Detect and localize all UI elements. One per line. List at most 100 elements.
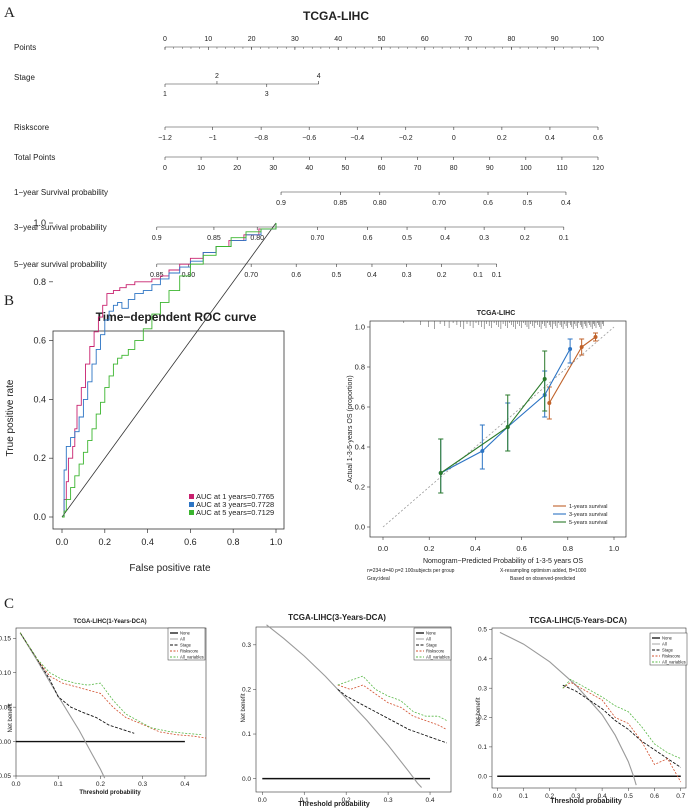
calibration-footnote-4: Based on observed-predicted — [510, 576, 576, 582]
calibration-legend-label-2: 3-years survival — [569, 512, 608, 518]
roc-y-tick-label: 1.0 — [33, 218, 46, 228]
calibration-y-tick-label: 1.0 — [355, 323, 365, 332]
nomogram-row-2-tick-label: −0.8 — [254, 135, 268, 142]
dca2-x-tick-label: 0.4 — [426, 797, 435, 804]
nomogram-row-2-tick-label: 0.2 — [497, 135, 507, 142]
dca1-legend-label: None — [180, 631, 191, 636]
roc-y-tick-label: 0.6 — [33, 336, 46, 346]
dca3-legend-label: All_variables — [662, 660, 686, 665]
nomogram-row-2-tick-label: 0 — [452, 135, 456, 142]
dca2-legend-label: None — [426, 631, 437, 636]
roc-ylabel: True positive rate — [5, 379, 16, 456]
dca1-series-riskscore — [19, 632, 207, 739]
nomogram-row-6-tick-label: 0.85 — [150, 272, 164, 279]
dca1-legend-label: All — [180, 637, 185, 642]
roc-x-tick-label: 1.0 — [270, 537, 283, 547]
dca3-legend-label: None — [662, 636, 673, 641]
roc-x-tick-label: 0.4 — [141, 537, 154, 547]
calibration-x-tick-label: 0.8 — [563, 544, 573, 553]
calibration-y-tick-label: 0.4 — [355, 443, 365, 452]
nomogram-row-1-level-label: 3 — [265, 91, 269, 98]
nomogram-row-6-tick-label: 0.5 — [332, 272, 342, 279]
dca3-y-tick-label: 0.5 — [478, 627, 487, 634]
calibration-ylabel: Actual 1-3-5-years OS (proportion) — [347, 375, 354, 482]
dca2-x-tick-label: 0.3 — [384, 797, 393, 804]
nomogram-row-2-tick-label: −0.4 — [350, 135, 364, 142]
dca1-legend-label: Stage — [180, 643, 192, 648]
roc-legend-swatch-1 — [189, 494, 194, 499]
roc-x-tick-label: 0.0 — [56, 537, 69, 547]
nomogram-row-5-tick-label: 0.2 — [520, 235, 530, 242]
nomogram-row-4-tick-label: 0.9 — [276, 200, 286, 207]
dca1-title: TCGA-LIHC(1-Years-DCA) — [73, 619, 146, 625]
calibration-x-tick-label: 0.2 — [424, 544, 434, 553]
dca1-x-tick-label: 0.4 — [180, 781, 189, 788]
nomogram-row-3-tick-label: 100 — [520, 165, 532, 172]
nomogram-title: TCGA-LIHC — [303, 9, 369, 23]
calibration-series-line-1 — [548, 336, 596, 404]
dca3-y-tick-label: 0.3 — [478, 685, 487, 692]
nomogram-row-3-tick-label: 10 — [197, 165, 205, 172]
nomogram-row-3-tick-label: 80 — [450, 165, 458, 172]
nomogram-row-2-tick-label: −1 — [209, 135, 217, 142]
nomogram-row-4-tick-label: 0.85 — [334, 200, 348, 207]
dca2-y-tick-label: 0.3 — [242, 642, 251, 649]
calibration-title: TCGA-LIHC — [477, 310, 516, 317]
dca2-series-all-variables — [337, 675, 447, 721]
nomogram-row-0-tick-label: 60 — [421, 36, 429, 43]
calibration-x-tick-label: 0.4 — [470, 544, 480, 553]
roc-series-line-2 — [62, 223, 277, 518]
roc-series-line-3 — [62, 223, 277, 518]
dca3-y-tick-label: 0.1 — [478, 744, 487, 751]
dca2-y-tick-label: 0.0 — [242, 776, 251, 783]
dca2-series-stage — [337, 689, 447, 744]
dca-panel: TCGA-LIHC(1-Years-DCA) Threshold probabi… — [0, 613, 688, 808]
calibration-footnote-2: X-resampling optimism added, B=1000 — [500, 568, 587, 574]
dca1-y-tick-label: 0.05 — [0, 704, 11, 711]
nomogram-row-2-label: Riskscore — [14, 123, 50, 132]
dca2-series-all — [266, 624, 423, 788]
roc-legend-label-2: AUC at 3 years=0.7728 — [196, 500, 274, 509]
nomogram-row-6-tick-label: 0.3 — [402, 272, 412, 279]
nomogram-row-6-tick-label: 0.6 — [291, 272, 301, 279]
nomogram-row-3-tick-label: 120 — [592, 165, 604, 172]
dca2-title: TCGA-LIHC(3-Years-DCA) — [288, 613, 386, 622]
nomogram-row-6-tick-label: 0.70 — [244, 272, 258, 279]
nomogram-row-5-tick-label: 0.9 — [152, 235, 162, 242]
roc-legend-swatch-2 — [189, 502, 194, 507]
calibration-point — [579, 345, 584, 349]
calibration-panel: TCGA-LIHC Nomogram−Predicted Probability… — [347, 310, 627, 582]
dca3-x-tick-label: 0.6 — [650, 793, 659, 800]
nomogram-row-0-tick-label: 40 — [334, 36, 342, 43]
dca2-x-tick-label: 0.0 — [258, 797, 267, 804]
nomogram-row-5-tick-label: 0.3 — [479, 235, 489, 242]
nomogram-row-4-tick-label: 0.6 — [483, 200, 493, 207]
dca3-x-tick-label: 0.2 — [545, 793, 554, 800]
dca1-x-tick-label: 0.2 — [96, 781, 105, 788]
roc-x-tick-label: 0.6 — [184, 537, 197, 547]
nomogram-row-2-tick-label: 0.4 — [545, 135, 555, 142]
nomogram-row-3-tick-label: 20 — [233, 165, 241, 172]
dca3-x-tick-label: 0.7 — [676, 793, 685, 800]
nomogram-row-5-label: 3−year survival probability — [14, 223, 107, 232]
dca2-x-tick-label: 0.1 — [300, 797, 309, 804]
calibration-point — [438, 471, 443, 475]
dca1-legend-label: Riskscore — [180, 649, 199, 654]
nomogram-row-0-tick-label: 10 — [204, 36, 212, 43]
calibration-xlabel: Nomogram−Predicted Probability of 1-3-5 … — [423, 558, 583, 565]
nomogram-row-6-tick-label: 0.4 — [367, 272, 377, 279]
panel-letter-c: C — [4, 596, 14, 612]
dca3-x-tick-label: 0.4 — [598, 793, 607, 800]
dca3-x-tick-label: 0.3 — [571, 793, 580, 800]
nomogram-row-5-tick-label: 0.85 — [207, 235, 221, 242]
calibration-point — [568, 347, 573, 351]
nomogram-row-0-tick-label: 30 — [291, 36, 299, 43]
dca1-ylabel: Net benefit — [8, 703, 14, 732]
nomogram-row-2-tick-label: −0.2 — [399, 135, 413, 142]
dca2-x-tick-label: 0.2 — [342, 797, 351, 804]
dca1-y-tick-label: 0.00 — [0, 739, 11, 746]
calibration-ideal-line — [382, 326, 615, 528]
calibration-y-tick-label: 0.8 — [355, 363, 365, 372]
dca2-y-tick-label: 0.1 — [242, 731, 251, 738]
